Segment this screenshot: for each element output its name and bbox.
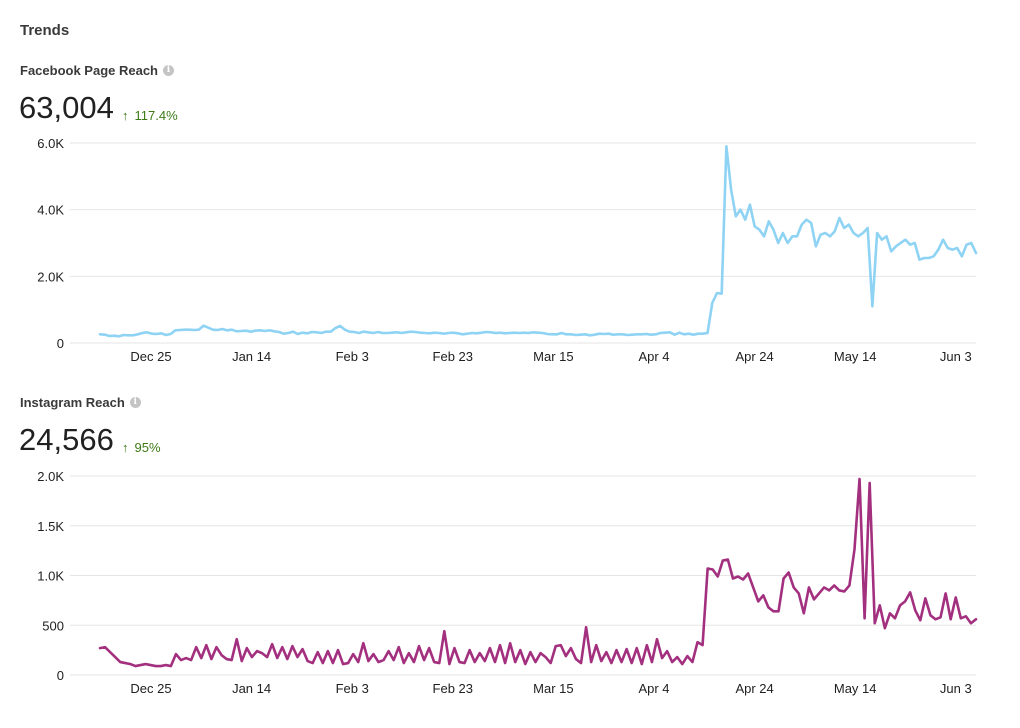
info-icon[interactable]: i <box>163 65 174 76</box>
facebook-chart-y-tick-label: 2.0K <box>37 269 64 284</box>
facebook-chart-x-tick-label: Dec 25 <box>130 349 171 364</box>
instagram-reach-value: 24,566 <box>19 422 114 457</box>
facebook-reach-title: Facebook Page Reach i <box>20 63 174 78</box>
facebook-chart-x-tick-label: May 14 <box>834 349 877 364</box>
info-icon[interactable]: i <box>129 397 141 408</box>
facebook-chart-x-tick-label: Jun 3 <box>940 349 972 364</box>
facebook-reach-value: 63,004 <box>19 90 114 125</box>
instagram-chart-y-tick-label: 1.0K <box>37 569 64 584</box>
facebook-chart-x-tick-label: Jan 14 <box>232 349 271 364</box>
instagram-chart-series-line <box>98 477 978 668</box>
instagram-chart-x-tick-label: Apr 24 <box>735 681 773 696</box>
section-title: Trends <box>20 22 70 39</box>
facebook-chart-x-tick-label: Apr 4 <box>638 349 669 364</box>
instagram-chart-x-tick-label: Feb 23 <box>433 681 473 696</box>
instagram-chart-x-tick-label: May 14 <box>834 681 877 696</box>
facebook-chart-x-tick-label: Feb 23 <box>433 349 473 364</box>
facebook-chart-x-tick-label: Mar 15 <box>533 349 573 364</box>
instagram-reach-label: Instagram Reach <box>20 395 125 410</box>
facebook-reach-label: Facebook Page Reach <box>20 63 158 78</box>
facebook-change-value: 117.4% <box>134 108 178 123</box>
facebook-chart-series-line <box>98 145 978 338</box>
instagram-reach-chart: 0 500 1.0K 1.5K 2.0K Dec 25 Jan 14 Feb 3 Feb 23 M… <box>37 469 978 696</box>
arrow-up-icon: ↑ <box>122 440 129 455</box>
facebook-reach-chart: 0 2.0K 4.0K 6.0K Dec 25 Jan 14 Feb 3 Feb 23 Mar … <box>37 136 978 364</box>
arrow-up-icon: ↑ <box>122 108 129 123</box>
instagram-change-value: 95% <box>134 440 161 455</box>
facebook-chart-y-tick-label: 0 <box>57 336 64 351</box>
instagram-chart-x-tick-label: Feb 3 <box>336 681 369 696</box>
instagram-reach-change: ↑ 95% <box>122 440 161 455</box>
instagram-chart-x-tick-label: Apr 4 <box>638 681 669 696</box>
instagram-reach-title: Instagram Reach i <box>20 395 141 410</box>
facebook-chart-x-tick-label: Feb 3 <box>336 349 369 364</box>
instagram-chart-x-tick-label: Jan 14 <box>232 681 271 696</box>
instagram-chart-y-tick-label: 0 <box>57 668 64 683</box>
instagram-chart-x-tick-label: Dec 25 <box>130 681 171 696</box>
facebook-chart-y-tick-label: 6.0K <box>37 136 64 151</box>
instagram-chart-y-tick-label: 1.5K <box>37 519 64 534</box>
instagram-chart-x-tick-label: Mar 15 <box>533 681 573 696</box>
facebook-chart-x-tick-label: Apr 24 <box>735 349 773 364</box>
instagram-chart-x-tick-label: Jun 3 <box>940 681 972 696</box>
instagram-chart-y-tick-label: 2.0K <box>37 469 64 484</box>
instagram-chart-y-tick-label: 500 <box>42 618 64 633</box>
facebook-chart-y-tick-label: 4.0K <box>37 203 64 218</box>
facebook-reach-change: ↑ 117.4% <box>122 108 178 123</box>
